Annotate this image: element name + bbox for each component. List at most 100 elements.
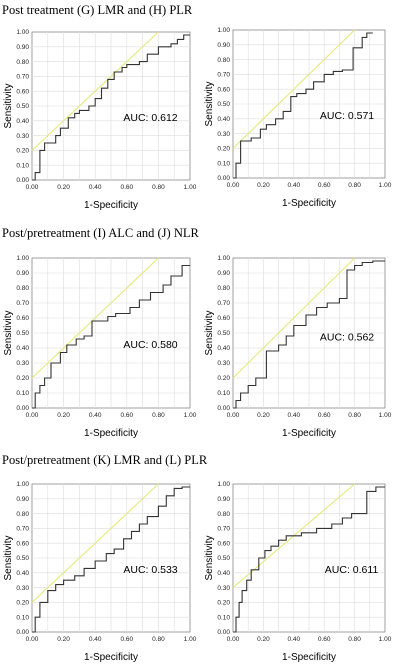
x-tick-label: 0.80 — [152, 636, 165, 643]
y-tick-label: 1.00 — [16, 29, 29, 36]
x-axis-label: 1-Specificity — [84, 200, 138, 211]
reference-line — [31, 31, 159, 151]
x-tick-label: 0.00 — [227, 182, 240, 189]
reference-line — [232, 29, 355, 149]
roc-curve — [233, 260, 385, 409]
auc-annotation: AUC: 0.562 — [320, 332, 374, 344]
y-tick-label: 0.50 — [217, 101, 230, 108]
y-tick-label: 0.40 — [16, 118, 29, 125]
y-tick-label: 0.90 — [16, 44, 29, 51]
x-tick-label: 1.00 — [184, 412, 197, 419]
x-tick-label: 0.20 — [257, 182, 270, 189]
roc-chart-5: 0.000.00 0.10 0.20 0.20 0.30 0.40 0.40 0.50 0.60… — [3, 481, 197, 663]
y-tick-label: 0.00 — [16, 629, 29, 636]
y-tick-label: 0.90 — [217, 42, 230, 49]
x-tick-label: 0.20 — [57, 412, 70, 419]
reference-line — [31, 257, 159, 379]
y-tick-label: 0.40 — [217, 570, 230, 577]
x-tick-label: 0.60 — [120, 184, 133, 191]
y-tick-label: 0.80 — [217, 285, 230, 292]
x-tick-label: 0.20 — [257, 636, 270, 643]
x-tick-label: 1.00 — [184, 636, 197, 643]
auc-annotation: AUC: 0.580 — [123, 339, 177, 351]
reference-line — [31, 483, 159, 603]
y-axis-label: Sensitivity — [204, 81, 215, 126]
x-tick-label: 0.80 — [348, 412, 361, 419]
x-tick-label: 1.00 — [379, 412, 392, 419]
y-tick-label: 0.80 — [16, 511, 29, 518]
y-tick-label: 0.20 — [16, 375, 29, 382]
y-tick-label: 0.10 — [16, 390, 29, 397]
y-tick-label: 0.20 — [16, 600, 29, 607]
y-tick-label: 0.30 — [16, 133, 29, 140]
y-tick-label: 0.90 — [16, 270, 29, 277]
y-tick-label: 0.50 — [217, 555, 230, 562]
y-tick-label: 0.00 — [217, 175, 230, 182]
x-axis-label: 1-Specificity — [282, 198, 336, 209]
roc-chart-2: 0.000.00 0.10 0.20 0.20 0.30 0.40 0.40 0.50 0.60… — [204, 27, 392, 209]
y-tick-label: 0.20 — [217, 375, 230, 382]
y-axis-label: Sensitivity — [204, 535, 215, 580]
section-title-k-l: Post/pretreatment (K) LMR and (L) PLR — [2, 453, 208, 467]
y-tick-label: 0.10 — [16, 162, 29, 169]
roc-charts-group: 0.000.000.100.200.200.300.400.400.500.60… — [3, 27, 392, 663]
x-tick-label: 0.80 — [152, 412, 165, 419]
y-tick-label: 0.70 — [217, 526, 230, 533]
roc-chart-6: 0.000.00 0.10 0.20 0.20 0.30 0.40 0.40 0.50 0.60… — [204, 481, 392, 663]
x-tick-label: 0.40 — [89, 636, 102, 643]
x-tick-label: 0.20 — [257, 412, 270, 419]
y-tick-label: 0.70 — [217, 72, 230, 79]
roc-chart-1: 0.000.00 0.10 0.20 0.20 0.30 0.40 0.40 0.50 0.60… — [3, 29, 197, 211]
y-tick-label: 0.30 — [217, 585, 230, 592]
y-tick-label: 0.10 — [217, 614, 230, 621]
x-axis-label: 1-Specificity — [84, 652, 138, 663]
x-tick-label: 1.00 — [379, 182, 392, 189]
roc-curve — [32, 486, 190, 633]
roc-chart-4: 0.000.00 0.10 0.20 0.20 0.30 0.40 0.40 0.50 0.60… — [204, 255, 392, 439]
y-tick-label: 1.00 — [16, 255, 29, 262]
y-tick-label: 0.60 — [217, 540, 230, 547]
x-axis-label: 1-Specificity — [282, 428, 336, 439]
y-tick-label: 0.20 — [217, 146, 230, 153]
section-title-i-j: Post/pretreatment (I) ALC and (J) NLR — [2, 226, 199, 240]
auc-annotation: AUC: 0.571 — [320, 110, 374, 122]
x-tick-label: 0.80 — [348, 636, 361, 643]
y-tick-label: 0.00 — [217, 405, 230, 412]
y-tick-label: 0.10 — [217, 160, 230, 167]
y-tick-label: 0.10 — [16, 614, 29, 621]
y-tick-label: 0.80 — [217, 57, 230, 64]
x-tick-label: 0.00 — [26, 636, 39, 643]
y-tick-label: 0.60 — [217, 86, 230, 93]
roc-curve — [32, 264, 190, 409]
y-tick-label: 0.20 — [16, 148, 29, 155]
y-tick-label: 0.00 — [16, 405, 29, 412]
reference-line — [232, 257, 355, 379]
y-tick-label: 0.10 — [217, 390, 230, 397]
y-tick-label: 0.50 — [16, 555, 29, 562]
y-tick-label: 0.60 — [16, 315, 29, 322]
y-tick-label: 0.40 — [217, 116, 230, 123]
y-tick-label: 0.20 — [217, 600, 230, 607]
y-tick-label: 1.00 — [217, 481, 230, 488]
y-tick-label: 1.00 — [16, 481, 29, 488]
auc-annotation: AUC: 0.533 — [123, 564, 177, 576]
y-tick-label: 1.00 — [217, 27, 230, 34]
x-tick-label: 0.20 — [57, 636, 70, 643]
y-tick-label: 0.40 — [16, 345, 29, 352]
x-tick-label: 0.80 — [348, 182, 361, 189]
y-axis-label: Sensitivity — [204, 310, 215, 355]
y-tick-label: 0.70 — [16, 526, 29, 533]
x-tick-label: 0.40 — [89, 412, 102, 419]
y-tick-label: 0.50 — [16, 103, 29, 110]
y-axis-label: Sensitivity — [3, 535, 14, 580]
x-tick-label: 1.00 — [379, 636, 392, 643]
x-tick-label: 0.00 — [227, 412, 240, 419]
x-tick-label: 0.80 — [152, 184, 165, 191]
x-tick-label: 0.40 — [89, 184, 102, 191]
x-tick-label: 0.00 — [227, 636, 240, 643]
roc-curve — [32, 34, 190, 181]
y-tick-label: 0.30 — [217, 360, 230, 367]
y-tick-label: 0.90 — [16, 496, 29, 503]
y-tick-label: 0.40 — [217, 345, 230, 352]
